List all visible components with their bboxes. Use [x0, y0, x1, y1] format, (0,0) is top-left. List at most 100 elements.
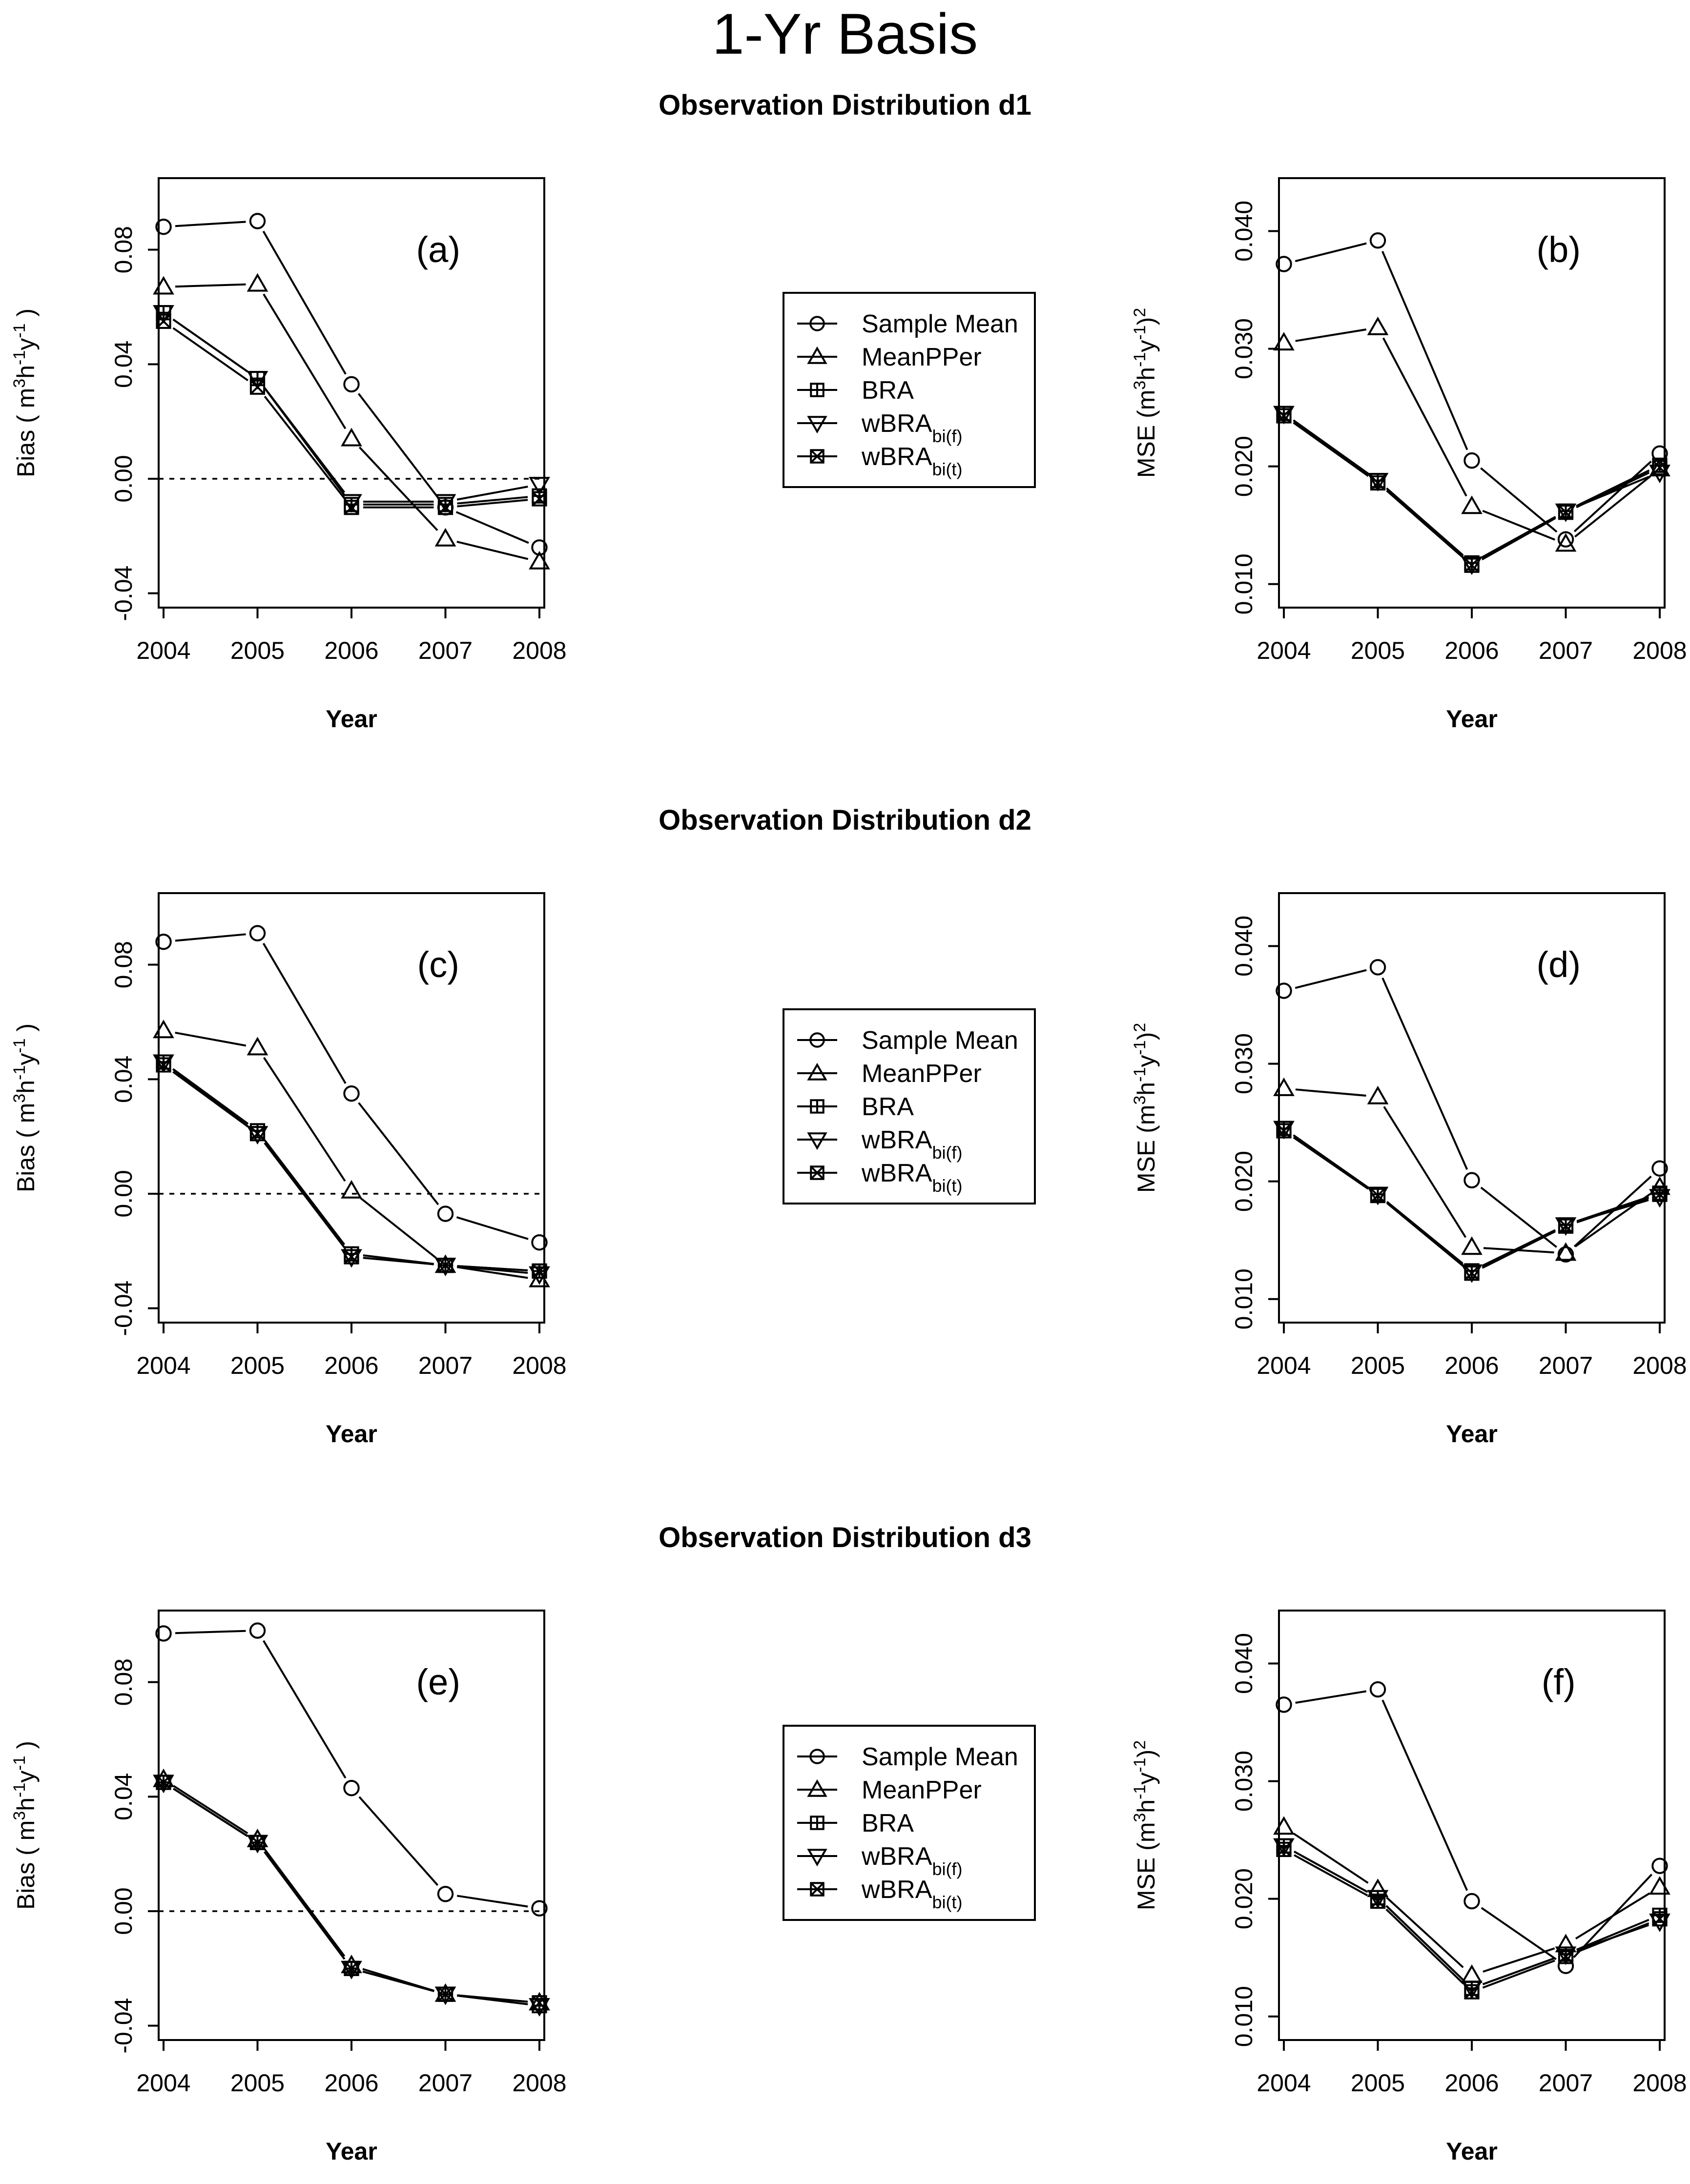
x-tick-label: 2006 [324, 2069, 378, 2097]
series-segment [175, 1031, 247, 1047]
data-point [344, 1249, 359, 1265]
panel-label: (b) [1537, 229, 1581, 270]
x-tick-label: 2005 [1351, 1352, 1405, 1379]
figure-title: 1-Yr Basis [712, 2, 978, 66]
data-point [1555, 1242, 1577, 1261]
series-segment [263, 1057, 346, 1182]
data-point [249, 925, 266, 941]
series-segment [1381, 1699, 1468, 1891]
series-wbrabi-t- [156, 313, 547, 515]
series-segment [1385, 1908, 1464, 1984]
series-segment [456, 1266, 528, 1279]
series-segment [357, 393, 439, 499]
series-segment [264, 1851, 346, 1960]
data-point [531, 1234, 548, 1251]
data-point [1367, 473, 1389, 492]
y-tick-label: 0.030 [1230, 1033, 1257, 1094]
y-tick-label: 0.00 [110, 455, 137, 502]
data-point [156, 1057, 171, 1073]
y-tick-label: 0.00 [110, 1170, 137, 1217]
series-segment [358, 447, 438, 531]
data-point [249, 1622, 266, 1639]
y-tick-label: 0.04 [110, 341, 137, 388]
series-segment [1383, 1106, 1466, 1238]
data-point [1273, 406, 1295, 425]
legend-label: MeanPPer [862, 1776, 982, 1804]
series-segment [456, 486, 528, 501]
legend-marker [810, 383, 824, 397]
series-segment [1576, 1922, 1649, 1953]
x-tick-label: 2006 [1444, 1352, 1499, 1379]
data-point [529, 551, 550, 570]
x-tick-label: 2007 [418, 637, 473, 664]
data-point [1370, 1893, 1386, 1909]
series-sample-mean [155, 925, 548, 1251]
series-segment [456, 540, 529, 560]
series-segment [1386, 488, 1464, 557]
data-point [1555, 1946, 1577, 1965]
data-point [1461, 495, 1483, 514]
legend-item: Sample Mean [797, 1026, 1018, 1055]
series-segment [456, 1216, 529, 1240]
data-point [1464, 1984, 1480, 2000]
data-point [344, 1960, 359, 1976]
y-tick-label: 0.010 [1230, 553, 1257, 614]
series-segment [175, 1630, 246, 1634]
x-tick-label: 2007 [1539, 1352, 1593, 1379]
data-point [1463, 452, 1480, 469]
legend-item: wBRAbi(f) [797, 1126, 962, 1163]
legend-marker [809, 1749, 825, 1764]
legend-marker [807, 346, 827, 364]
y-tick-label: 0.010 [1230, 1268, 1257, 1329]
x-tick-label: 2007 [418, 2069, 473, 2097]
data-point [1649, 1876, 1670, 1895]
y-tick-label: 0.040 [1230, 1633, 1257, 1694]
series-segment [1482, 1230, 1556, 1269]
series-wbrabi-t- [156, 1057, 547, 1279]
data-point [1276, 1123, 1292, 1139]
series-segment [1386, 490, 1464, 558]
data-point [1463, 1893, 1480, 1910]
x-tick-label: 2004 [1257, 2069, 1311, 2097]
x-tick-label: 2005 [1351, 2069, 1405, 2097]
data-point [1273, 1077, 1295, 1096]
y-axis-label: MSE (m3h-1y-1)2 [1131, 1740, 1160, 1910]
data-point [156, 1775, 171, 1790]
legend-row-3: Sample Mean MeanPPer BRA wBRAbi(f)wBRAbi(t) [783, 1725, 1036, 1921]
legends: Sample MeanMeanPPerBRAwBRAbi(f)wBRAbi(t)… [783, 292, 1036, 1921]
series-segment [1480, 467, 1558, 533]
legend-marker [810, 449, 824, 464]
legend-label: MeanPPer [862, 1060, 982, 1088]
series-segment [172, 318, 248, 373]
series-segment [263, 293, 347, 429]
x-tick-label: 2007 [1539, 637, 1593, 664]
y-axis-label: Bias ( m3h-1y-1 ) [10, 308, 40, 477]
data-point [1649, 458, 1670, 477]
series-segment [1576, 469, 1650, 507]
data-point [1558, 505, 1574, 520]
y-tick-label: 0.040 [1230, 201, 1257, 262]
data-point [1369, 1681, 1386, 1698]
legend-item: wBRAbi(t) [797, 443, 962, 479]
data-point [434, 528, 456, 547]
data-point [155, 219, 172, 235]
legend-marker [809, 1032, 825, 1048]
data-point [1464, 1265, 1480, 1281]
legend-label: BRA [862, 376, 914, 405]
y-tick-label: 0.020 [1230, 436, 1257, 497]
data-point [1558, 1949, 1574, 1964]
x-axis-label: Year [1446, 2138, 1498, 2165]
series-wbrabi-t- [1276, 408, 1668, 573]
series-segment [1381, 251, 1468, 450]
legend-label: wBRAbi(f) [861, 409, 962, 446]
panel-e: 2004 2005 2006 2007 2008 Year -0.04 0.00 0.04 0.0… [10, 1610, 567, 2165]
series-sample-mean [155, 1622, 548, 1917]
data-point [1369, 959, 1386, 976]
series-segment [1385, 1897, 1464, 1968]
x-axis-label: Year [1446, 705, 1498, 733]
series-segment [457, 1994, 528, 2003]
series-segment [358, 1796, 439, 1886]
data-point [249, 213, 266, 229]
data-point [1651, 1160, 1668, 1177]
data-point [531, 1900, 548, 1917]
